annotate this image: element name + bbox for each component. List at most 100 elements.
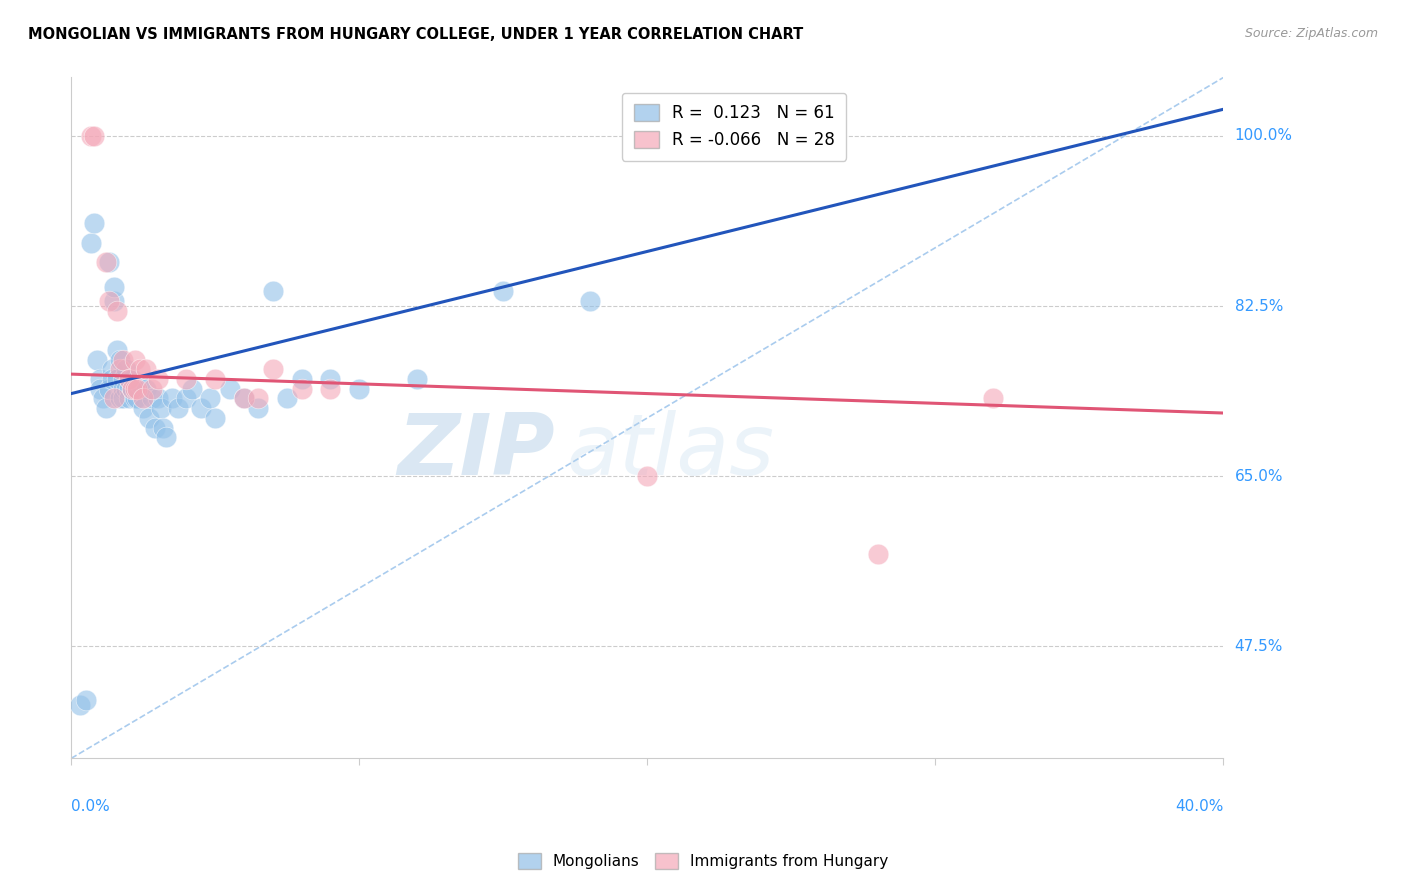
Point [262,285,284,299]
Point [135,382,157,396]
Point [319,382,342,396]
Point [141,382,163,396]
Point [866,547,889,561]
Point [233,392,256,406]
Text: 100.0%: 100.0% [1234,128,1292,144]
Legend: Mongolians, Immigrants from Hungary: Mongolians, Immigrants from Hungary [512,847,894,875]
Point [319,372,342,386]
Point [91,392,114,406]
Point [86,352,108,367]
Point [127,382,149,396]
Point [121,382,143,396]
Point [204,372,226,386]
Legend: R =  0.123   N = 61, R = -0.066   N = 28: R = 0.123 N = 61, R = -0.066 N = 28 [621,93,846,161]
Point [291,382,314,396]
Point [105,304,128,318]
Text: 47.5%: 47.5% [1234,639,1282,654]
Point [276,392,298,406]
Point [118,382,141,396]
Point [124,376,146,391]
Point [262,362,284,376]
Point [112,392,135,406]
Text: Source: ZipAtlas.com: Source: ZipAtlas.com [1244,27,1378,40]
Point [349,382,371,396]
Point [146,392,169,406]
Point [981,392,1004,406]
Point [89,372,111,386]
Point [155,430,177,444]
Text: ZIP: ZIP [398,410,555,493]
Point [118,372,141,386]
Point [97,382,120,396]
Point [138,410,160,425]
Point [160,392,183,406]
Text: 0.0%: 0.0% [72,799,110,814]
Point [112,352,135,367]
Point [218,382,240,396]
Point [103,392,125,406]
Point [152,420,174,434]
Point [121,382,143,396]
Point [112,372,135,386]
Point [69,698,91,712]
Point [97,255,120,269]
Point [118,372,141,386]
Point [112,382,135,396]
Point [103,279,125,293]
Point [83,216,105,230]
Point [141,392,163,406]
Point [190,401,212,416]
Point [108,362,131,376]
Point [103,294,125,309]
Point [75,693,97,707]
Point [181,382,204,396]
Point [578,294,600,309]
Point [105,343,128,357]
Point [124,352,146,367]
Point [198,392,221,406]
Point [247,401,270,416]
Point [118,392,141,406]
Point [146,372,169,386]
Point [80,128,103,143]
Point [94,255,117,269]
Point [129,376,152,391]
Point [149,401,172,416]
Point [127,382,149,396]
Text: 82.5%: 82.5% [1234,299,1282,313]
Point [132,392,155,406]
Point [97,294,120,309]
Point [247,392,270,406]
Point [176,392,198,406]
Point [129,362,152,376]
Point [132,401,155,416]
Point [291,372,314,386]
Point [124,382,146,396]
Point [406,372,429,386]
Point [108,352,131,367]
Point [204,410,226,425]
Point [94,401,117,416]
Point [83,128,105,143]
Point [135,362,157,376]
Point [115,382,138,396]
Point [124,392,146,406]
Point [80,235,103,250]
Point [100,362,122,376]
Point [108,392,131,406]
Point [127,392,149,406]
Text: 40.0%: 40.0% [1175,799,1223,814]
Text: MONGOLIAN VS IMMIGRANTS FROM HUNGARY COLLEGE, UNDER 1 YEAR CORRELATION CHART: MONGOLIAN VS IMMIGRANTS FROM HUNGARY COL… [28,27,803,42]
Point [166,401,188,416]
Point [105,372,128,386]
Point [143,420,166,434]
Point [115,362,138,376]
Point [492,285,515,299]
Point [176,372,198,386]
Point [636,469,658,483]
Text: 65.0%: 65.0% [1234,469,1284,483]
Point [121,372,143,386]
Point [233,392,256,406]
Point [100,372,122,386]
Point [89,382,111,396]
